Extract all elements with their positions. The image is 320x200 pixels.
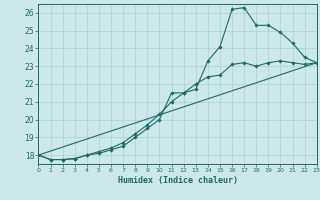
X-axis label: Humidex (Indice chaleur): Humidex (Indice chaleur) xyxy=(118,176,238,185)
